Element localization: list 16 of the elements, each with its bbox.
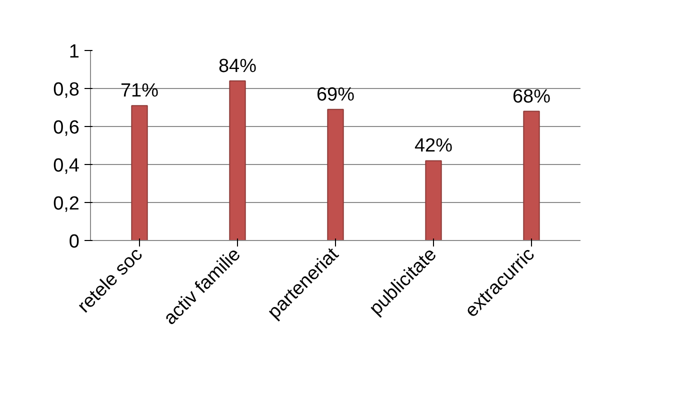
data-label: 71% <box>120 80 159 102</box>
y-tick-label: 1 <box>68 42 80 62</box>
bar <box>131 105 148 240</box>
y-tick-label: 0 <box>68 232 80 252</box>
data-label: 42% <box>414 136 453 157</box>
data-label: 68% <box>512 86 551 108</box>
data-label: 84% <box>218 56 257 77</box>
y-tick-label: 0,8 <box>53 80 80 100</box>
y-tick-label: 0,6 <box>53 118 80 138</box>
data-label: 69% <box>316 84 355 106</box>
y-tick-label: 0,2 <box>53 194 80 214</box>
bar <box>425 160 442 240</box>
bar <box>229 80 246 240</box>
bar <box>523 110 540 240</box>
y-tick-label: 0,4 <box>53 156 80 176</box>
bar <box>327 108 344 240</box>
